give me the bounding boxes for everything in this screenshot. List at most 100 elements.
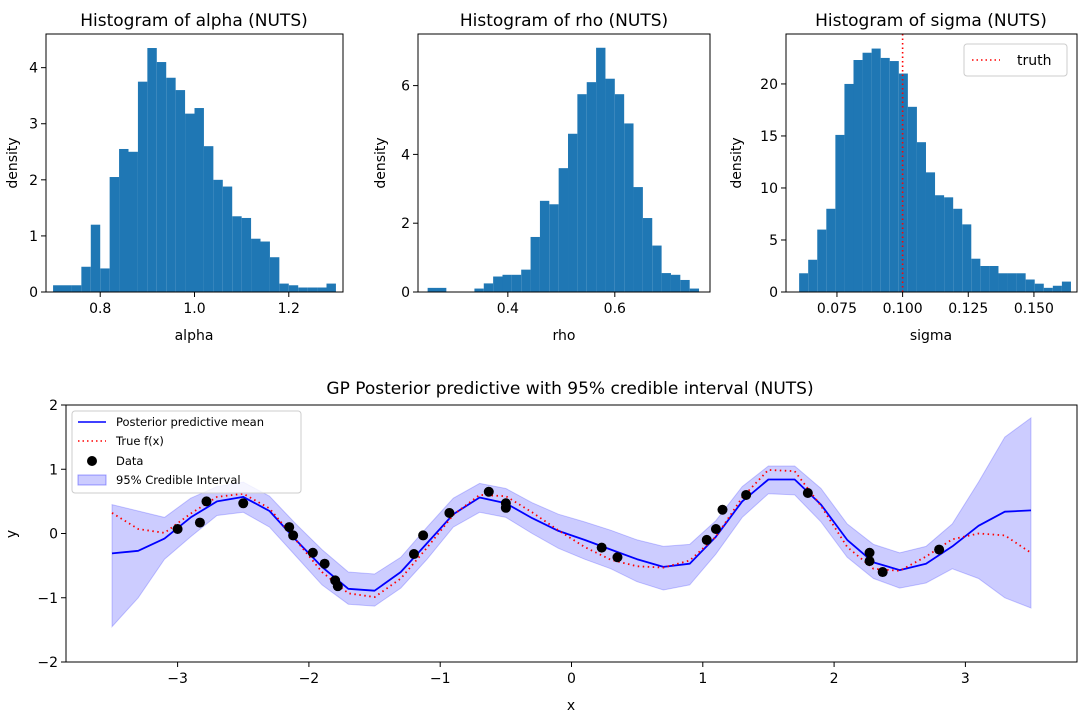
histogram-sigma-y-label: density	[729, 137, 745, 188]
data-point	[288, 530, 299, 541]
histogram-alpha-x-label: alpha	[175, 328, 214, 344]
histogram-bar	[222, 186, 233, 292]
gp-y-ticks: −2 −1 0 1 2	[37, 398, 66, 671]
x-tick-label: 1.0	[183, 301, 205, 317]
gp-y-label: y	[4, 530, 20, 538]
histogram-alpha-y-ticks: 0 1 2 3 4	[29, 61, 46, 301]
x-tick-label: 1.2	[278, 301, 300, 317]
histogram-bar	[558, 168, 569, 292]
data-point	[284, 522, 295, 533]
histogram-bar	[166, 77, 176, 292]
histogram-bar	[577, 94, 587, 292]
histogram-bar	[980, 265, 990, 292]
gp-frame	[65, 404, 1078, 663]
data-point	[877, 567, 888, 578]
histogram-bar	[119, 148, 129, 292]
histogram-bar	[71, 285, 82, 292]
histogram-bar	[326, 283, 336, 292]
histogram-alpha-title: Histogram of alpha (NUTS)	[80, 11, 308, 31]
histogram-bar	[288, 285, 299, 292]
histogram-bar	[298, 287, 308, 292]
gp-x-label: x	[567, 698, 575, 714]
data-point	[332, 581, 343, 592]
histogram-bar	[203, 146, 214, 292]
y-tick-label: −1	[37, 591, 58, 607]
x-tick-label: −2	[299, 671, 320, 687]
credible-interval-layer	[111, 416, 1032, 628]
histogram-bar	[1034, 283, 1044, 292]
data-point	[612, 552, 623, 563]
histogram-bar	[521, 269, 531, 292]
x-tick-label: 1	[698, 671, 707, 687]
histogram-bar	[194, 108, 204, 292]
x-tick-label: −3	[167, 671, 188, 687]
data-point	[319, 558, 330, 569]
histogram-bar	[1007, 273, 1017, 292]
y-tick-label: 0	[401, 285, 410, 301]
histogram-bar	[175, 90, 186, 292]
data-point	[701, 534, 712, 545]
y-tick-label: −2	[37, 655, 58, 671]
histogram-bar	[862, 52, 872, 293]
histogram-bar	[137, 81, 148, 292]
y-tick-label: 4	[401, 147, 410, 163]
histogram-bar	[935, 195, 945, 292]
histogram-sigma-y-ticks: 0 5 10 15 20	[760, 77, 786, 301]
histogram-bar	[689, 288, 700, 292]
y-tick-label: 6	[401, 79, 410, 95]
histogram-rho-bars	[427, 47, 700, 293]
data-point	[741, 489, 752, 500]
histogram-bar	[109, 177, 120, 292]
legend-mean-label: Posterior predictive mean	[116, 415, 264, 429]
histogram-bar	[1052, 285, 1062, 292]
x-tick-label: 0.150	[1014, 301, 1054, 317]
histogram-bar	[483, 283, 494, 292]
y-tick-label: 3	[29, 117, 38, 133]
histogram-bar	[680, 279, 690, 292]
y-tick-label: 4	[29, 61, 38, 77]
histogram-alpha-frame	[45, 33, 344, 293]
histogram-bar	[624, 123, 634, 292]
histogram-bar	[944, 197, 954, 292]
histogram-bar	[614, 94, 625, 292]
data-point	[710, 524, 721, 535]
histogram-bar	[844, 83, 854, 292]
legend-data-swatch	[87, 456, 97, 466]
data-point	[717, 504, 728, 515]
histogram-bar	[241, 217, 252, 292]
histogram-alpha-y-label: density	[5, 137, 21, 188]
x-tick-label: 0	[567, 671, 576, 687]
gp-posterior-title: GP Posterior predictive with 95% credibl…	[326, 379, 813, 399]
legend-box	[963, 43, 1068, 77]
histogram-bar	[81, 266, 91, 292]
histogram-bar	[1025, 279, 1035, 292]
histogram-bar	[90, 224, 101, 292]
gp-posterior-panel: GP Posterior predictive with 95% credibl…	[4, 379, 1078, 714]
y-tick-label: 10	[760, 181, 778, 197]
y-tick-label: 15	[760, 129, 778, 145]
legend-band-swatch	[77, 474, 107, 486]
histogram-rho-frame	[417, 33, 711, 293]
histogram-rho-x-ticks: 0.4 0.6	[497, 292, 626, 317]
histogram-bar	[835, 134, 845, 292]
histogram-sigma-panel: Histogram of sigma (NUTS) 0.075 0.100 0.12…	[729, 11, 1078, 344]
histogram-bar	[502, 274, 512, 292]
y-tick-label: 20	[760, 77, 778, 93]
true-function-line	[111, 468, 1032, 598]
data-point	[864, 556, 875, 567]
histogram-bar	[652, 245, 662, 292]
histogram-bar	[493, 276, 503, 292]
histogram-sigma-legend: truth	[963, 43, 1068, 77]
histogram-bar	[511, 274, 522, 292]
histogram-bar	[307, 287, 318, 292]
histogram-sigma-frame	[785, 33, 1078, 293]
histogram-bar	[826, 208, 836, 292]
histogram-bar	[62, 285, 72, 292]
histogram-bar	[1016, 273, 1026, 292]
data-point	[408, 549, 419, 560]
data-point	[172, 524, 183, 535]
histogram-bar	[232, 216, 242, 292]
histogram-bar	[530, 236, 540, 292]
histogram-bar	[989, 265, 999, 292]
